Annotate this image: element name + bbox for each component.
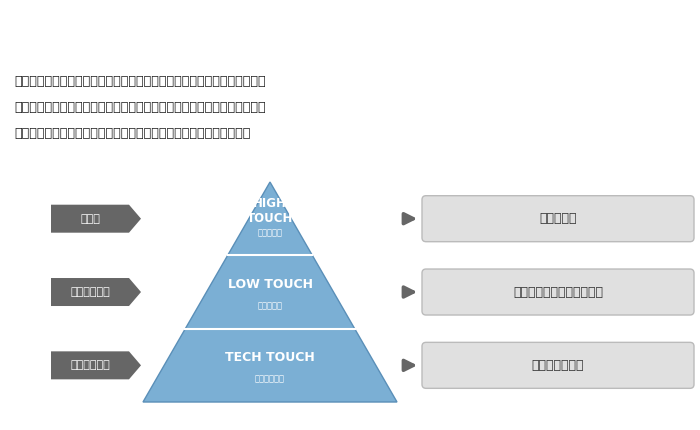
Text: ハイ・ロー・テックタッチの考え方は十分に生かすべきと考えます。: ハイ・ロー・テックタッチの考え方は十分に生かすべきと考えます。 [14, 127, 251, 140]
Text: 人・場所接点: 人・場所接点 [70, 287, 110, 297]
Polygon shape [143, 182, 397, 402]
Text: 「チャンネルを区別しない」と便宜的に言われてはいますが、各チャネル: 「チャンネルを区別しない」と便宜的に言われてはいますが、各チャネル [14, 75, 265, 88]
Text: の強みをうまく生かしたビジネス構成にする必要はあります。その意味で: の強みをうまく生かしたビジネス構成にする必要はあります。その意味で [14, 101, 265, 114]
Text: テックタッチ: テックタッチ [255, 375, 285, 384]
Text: HIGH
TOUCH: HIGH TOUCH [247, 197, 293, 225]
Text: 便利、楽、お得: 便利、楽、お得 [532, 359, 584, 372]
Polygon shape [51, 205, 141, 233]
Polygon shape [51, 351, 141, 379]
Polygon shape [51, 278, 141, 306]
Text: 感動・信頼: 感動・信頼 [539, 212, 577, 225]
Text: デジタル接点: デジタル接点 [70, 360, 110, 370]
Text: 心地よさ、楽しさ、嬉しさ: 心地よさ、楽しさ、嬉しさ [513, 286, 603, 298]
Text: ハイタッチ: ハイタッチ [258, 228, 283, 237]
Text: 人接点: 人接点 [80, 214, 100, 224]
Text: LOW TOUCH: LOW TOUCH [228, 277, 312, 291]
Text: ロータッチ: ロータッチ [258, 301, 283, 310]
FancyBboxPatch shape [422, 342, 694, 388]
Text: 提供価値最大化のために各接点の強みを考える: 提供価値最大化のために各接点の強みを考える [13, 19, 293, 39]
Text: TECH TOUCH: TECH TOUCH [225, 351, 315, 364]
FancyBboxPatch shape [422, 269, 694, 315]
FancyBboxPatch shape [422, 196, 694, 242]
